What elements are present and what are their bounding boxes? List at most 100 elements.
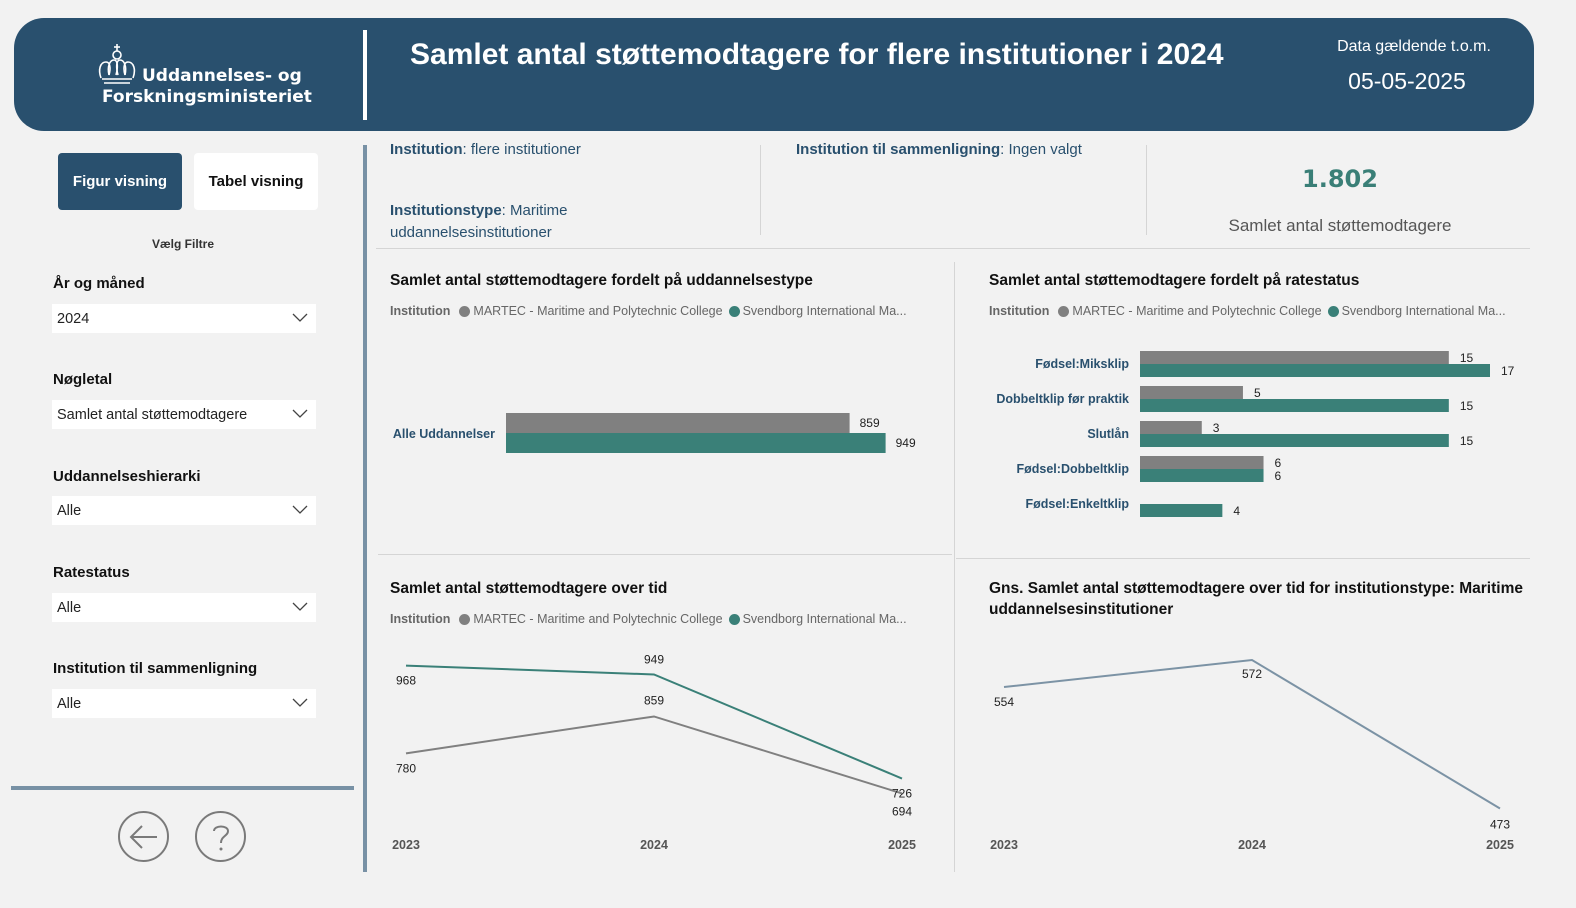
education-hierarchy-dropdown[interactable]: Alle	[52, 496, 316, 525]
category-label: Fødsel:Dobbeltklip	[1017, 462, 1130, 476]
bar-martec	[1140, 456, 1264, 469]
data-label: 5	[1254, 386, 1261, 400]
data-valid-label: Data gældende t.o.m.	[1337, 38, 1491, 55]
filter-label-ratestatus: Ratestatus	[53, 564, 130, 581]
ratestatus-value: Alle	[57, 599, 82, 616]
chevron-down-icon	[292, 505, 308, 514]
arrow-left-icon	[129, 824, 157, 849]
institution-value: : flere institutioner	[462, 141, 581, 158]
filters-title: Vælg Filtre	[151, 237, 214, 251]
institution-type-info: Institutionstype: Maritime uddannelsesin…	[390, 200, 720, 244]
page-title: Samlet antal støttemodtagere for flere i…	[410, 38, 1224, 71]
bar-martec	[1140, 421, 1202, 434]
legend-dot-grey	[1058, 305, 1070, 317]
legend-item-svendborg[interactable]: Svendborg International Ma...	[742, 304, 907, 318]
data-label: 572	[1242, 667, 1262, 681]
data-label: 6	[1275, 469, 1282, 483]
legend-dot-grey	[459, 613, 471, 625]
x-tick-label: 2024	[640, 838, 668, 852]
ratestatus-dropdown[interactable]: Alle	[52, 593, 316, 622]
kpi-value: 1.802	[1302, 165, 1378, 193]
logo-text-line1: Uddannelses- og	[142, 66, 302, 86]
chevron-down-icon	[292, 313, 308, 322]
info-separator	[760, 145, 761, 235]
kpi-label: Samlet antal støttemodtagere	[1228, 216, 1452, 235]
data-label: 859	[860, 416, 880, 430]
header-divider	[363, 30, 367, 120]
category-label: Dobbeltklip før praktik	[996, 392, 1129, 406]
keyfigure-dropdown[interactable]: Samlet antal støttemodtagere	[52, 400, 316, 429]
data-label: 726	[892, 787, 912, 801]
bar-svendborg	[1140, 399, 1449, 412]
data-label: 4	[1233, 504, 1240, 518]
legend-item-martec[interactable]: MARTEC - Maritime and Polytechnic Colleg…	[1072, 304, 1322, 318]
compare-value: : Ingen valgt	[1000, 141, 1082, 158]
category-label: Fødsel:Miksklip	[1035, 357, 1129, 371]
data-label: 780	[396, 761, 416, 775]
bar-svendborg	[1140, 364, 1490, 377]
content-divider	[363, 145, 367, 872]
chart-grid-divider	[954, 262, 955, 872]
line-svendborg	[405, 664, 903, 780]
legend-title: Institution	[390, 304, 451, 318]
question-icon	[212, 825, 229, 850]
x-tick-label: 2023	[990, 838, 1018, 852]
chevron-down-icon	[292, 698, 308, 707]
data-label: 15	[1460, 399, 1474, 413]
back-button[interactable]	[118, 811, 169, 862]
legend-item-svendborg[interactable]: Svendborg International Ma...	[742, 612, 907, 626]
logo-text-line2: Forskningsministeriet	[102, 87, 312, 107]
filter-label-education-hierarchy: Uddannelseshierarki	[53, 468, 201, 485]
institution-info: Institution: flere institutioner	[390, 141, 581, 158]
x-tick-label: 2024	[1238, 838, 1266, 852]
education-hierarchy-value: Alle	[57, 502, 82, 519]
chart3-legend: Institution MARTEC - Maritime and Polyte…	[390, 612, 907, 626]
data-valid-date: 05-05-2025	[1348, 68, 1466, 94]
bar-svendborg	[1140, 504, 1223, 517]
compare-institution-value: Alle	[57, 695, 82, 712]
data-label: 554	[994, 695, 1014, 709]
help-button[interactable]	[195, 811, 246, 862]
chart2-title: Samlet antal støttemodtagere fordelt på …	[989, 272, 1360, 289]
x-tick-label: 2025	[888, 838, 916, 852]
institution-label: Institution	[390, 141, 463, 158]
chevron-down-icon	[292, 602, 308, 611]
bar-martec	[1140, 386, 1243, 399]
chart2-legend: Institution MARTEC - Maritime and Polyte…	[989, 304, 1506, 318]
table-view-button[interactable]: Tabel visning	[194, 153, 318, 210]
institution-type-value: : Maritime uddannelsesinstitutioner	[390, 202, 568, 241]
chart2-svg: Fødsel:Miksklip 15 17 Dobbeltklip før prakt…	[996, 351, 1515, 518]
crown-icon	[98, 44, 136, 84]
line-martec	[405, 715, 903, 795]
chart4-title: Gns. Samlet antal støttemodtagere over t…	[989, 580, 1523, 618]
institution-type-label: Institutionstype	[390, 202, 502, 219]
chart1-title: Samlet antal støttemodtagere fordelt på …	[390, 272, 813, 289]
data-label: 3	[1213, 421, 1220, 435]
data-label: 15	[1460, 351, 1474, 365]
data-label: 15	[1460, 434, 1474, 448]
info-separator	[1146, 145, 1147, 235]
year-month-dropdown[interactable]: 2024	[52, 304, 316, 333]
chart1-svg: Alle Uddannelser 859 949	[393, 413, 916, 453]
chevron-down-icon	[292, 409, 308, 418]
compare-label: Institution til sammenligning	[796, 141, 1001, 158]
category-label: Fødsel:Enkeltklip	[1026, 497, 1130, 511]
bar-martec	[506, 413, 850, 433]
keyfigure-value: Samlet antal støttemodtagere	[57, 406, 248, 423]
bar-svendborg	[1140, 434, 1449, 447]
legend-item-martec[interactable]: MARTEC - Maritime and Polytechnic Colleg…	[473, 304, 723, 318]
chart-grid-divider	[956, 558, 1530, 559]
figure-view-button[interactable]: Figur visning	[58, 153, 182, 210]
year-month-value: 2024	[57, 310, 90, 327]
legend-item-martec[interactable]: MARTEC - Maritime and Polytechnic Colleg…	[473, 612, 723, 626]
category-label: Slutlån	[1087, 427, 1129, 441]
bar-martec	[1140, 351, 1449, 364]
legend-title: Institution	[390, 612, 451, 626]
bar-svendborg	[1140, 469, 1264, 482]
legend-item-svendborg[interactable]: Svendborg International Ma...	[1341, 304, 1506, 318]
chart1-legend: Institution MARTEC - Maritime and Polyte…	[390, 304, 907, 318]
data-label: 6	[1275, 456, 1282, 470]
compare-institution-dropdown[interactable]: Alle	[52, 689, 316, 718]
compare-info: Institution til sammenligning: Ingen val…	[796, 141, 1082, 158]
line-average	[1003, 658, 1501, 810]
